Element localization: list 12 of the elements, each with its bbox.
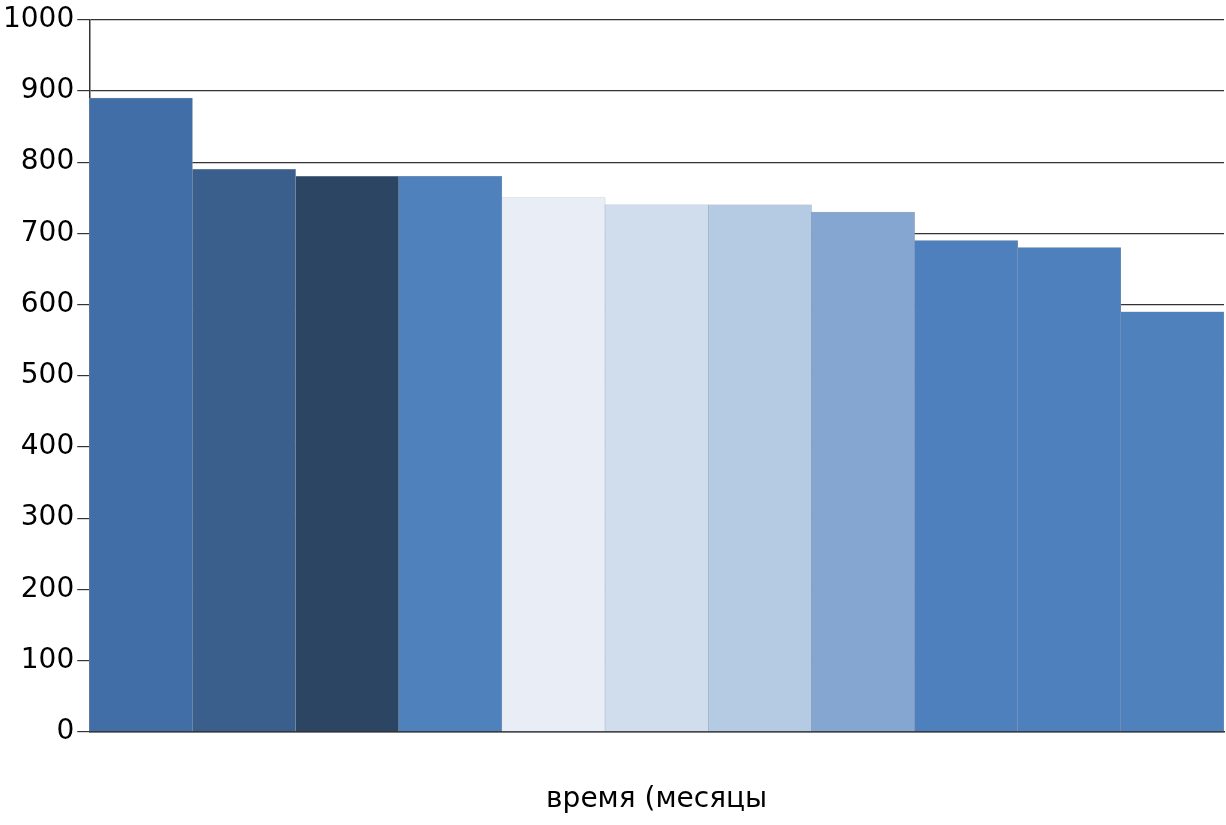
y-tick-label: 800 [20, 143, 75, 177]
y-tick-label: 900 [20, 72, 75, 106]
y-tick-label: 1000 [2, 1, 75, 35]
y-tick-label: 700 [20, 214, 75, 248]
x-axis-title: время (месяцы [546, 781, 768, 815]
y-tick-label: 300 [20, 499, 75, 533]
y-tick-label: 200 [20, 570, 75, 604]
y-tick-label: 0 [56, 713, 75, 747]
y-tick-label: 600 [20, 285, 75, 319]
y-tick-label: 400 [20, 428, 75, 462]
y-tick-label: 500 [20, 357, 75, 391]
y-tick-label: 100 [20, 641, 75, 675]
